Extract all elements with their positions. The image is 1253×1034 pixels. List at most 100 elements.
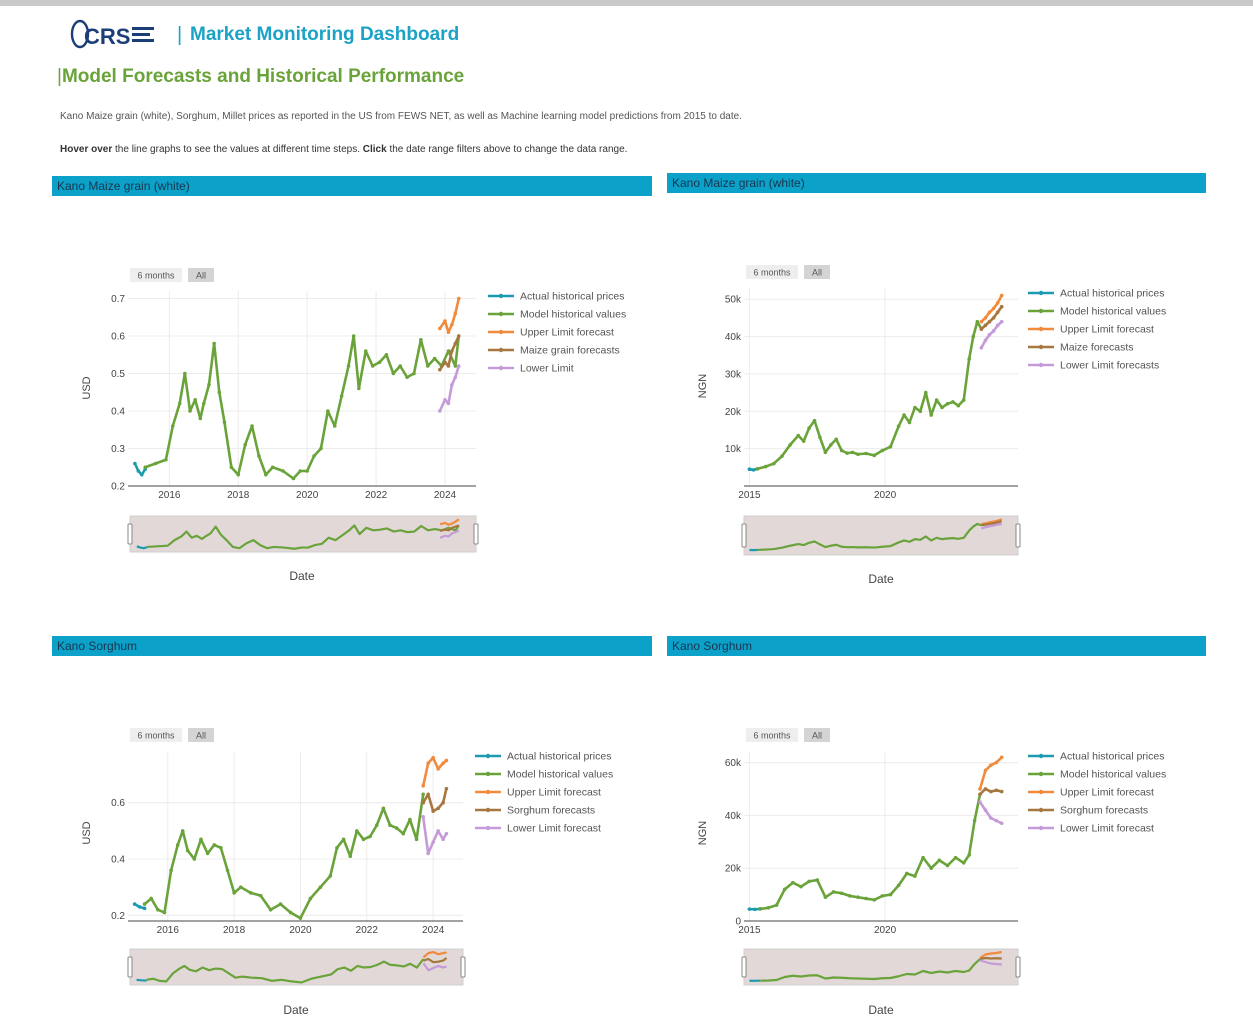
range-button-all[interactable]: [188, 728, 214, 742]
data-point: [268, 907, 273, 912]
data-point: [978, 787, 982, 791]
description: Kano Maize grain (white), Sorghum, Mille…: [60, 111, 742, 122]
data-point: [774, 903, 779, 907]
legend-swatch-marker: [498, 347, 504, 353]
section-title-text: Model Forecasts and Historical Performan…: [61, 66, 465, 87]
data-point: [751, 468, 756, 472]
data-point: [995, 310, 1000, 315]
data-point: [238, 885, 243, 889]
x-tick-label: 2016: [157, 925, 180, 936]
range-handle-left[interactable]: [741, 523, 747, 548]
range-button-6-months[interactable]: [130, 728, 182, 742]
data-point: [945, 402, 950, 406]
data-point: [999, 755, 1004, 760]
range-handle-left[interactable]: [127, 523, 133, 545]
crs-logo-icon: CRS: [70, 19, 154, 49]
data-point: [419, 337, 423, 342]
range-slider-series: [979, 959, 1002, 966]
data-point: [782, 887, 787, 892]
data-point: [412, 371, 416, 376]
legend-swatch-marker: [485, 825, 491, 831]
range-slider-series: [981, 522, 1002, 530]
legend-label: Maize forecasts: [1060, 342, 1134, 354]
data-point: [923, 390, 928, 395]
data-point: [212, 341, 216, 346]
range-slider[interactable]: [743, 515, 1019, 556]
data-point: [199, 837, 203, 842]
dashboard-title: Market Monitoring Dashboard: [190, 24, 460, 45]
data-point: [772, 461, 776, 466]
instr-end: the date range filters above to change t…: [386, 144, 628, 155]
data-point: [205, 851, 210, 856]
range-slider-series: [757, 522, 982, 552]
series-line-2: [978, 756, 1003, 790]
range-button-all-label: All: [812, 731, 822, 741]
range-handle-right[interactable]: [473, 523, 479, 545]
data-point: [999, 293, 1004, 298]
range-handle-right[interactable]: [1015, 956, 1021, 978]
data-point: [450, 349, 454, 353]
data-point: [444, 786, 449, 791]
x-axis-label: Date: [283, 1003, 309, 1017]
x-tick-label: 2015: [738, 490, 761, 501]
range-button-6-months[interactable]: [746, 728, 798, 742]
data-point: [758, 907, 763, 911]
x-tick-label: 2024: [434, 490, 457, 501]
data-point: [971, 334, 976, 339]
data-point: [318, 885, 323, 889]
data-point: [799, 884, 803, 889]
range-button-6-months[interactable]: [746, 265, 798, 279]
section-title: |Model Forecasts and Historical Performa…: [57, 66, 464, 88]
y-tick-label: 50k: [725, 295, 742, 306]
data-point: [450, 322, 454, 327]
range-handle-right[interactable]: [460, 956, 466, 978]
data-point: [180, 829, 185, 833]
data-point: [987, 319, 992, 324]
data-point: [979, 345, 984, 350]
crs-logo: CRS: [68, 14, 158, 54]
range-slider-series: [146, 958, 425, 984]
range-slider[interactable]: [743, 948, 1019, 986]
range-button-all[interactable]: [188, 268, 214, 282]
range-button-all[interactable]: [804, 728, 830, 742]
data-point: [438, 409, 442, 413]
data-point: [436, 829, 440, 833]
data-point: [967, 357, 971, 361]
data-point: [904, 871, 909, 876]
data-point: [207, 382, 211, 387]
x-tick-label: 2022: [356, 925, 379, 936]
range-handle-left[interactable]: [127, 956, 133, 978]
range-button-6-months[interactable]: [130, 268, 182, 282]
series-line-4: [978, 801, 1003, 825]
range-button-all[interactable]: [804, 265, 830, 279]
legend-label: Model historical values: [507, 769, 613, 781]
data-point: [991, 316, 996, 320]
data-point: [142, 906, 147, 911]
data-point: [222, 420, 227, 425]
data-point: [888, 444, 893, 449]
data-point: [937, 858, 942, 863]
range-handle-right[interactable]: [1015, 523, 1021, 548]
data-point: [142, 902, 147, 906]
data-point: [929, 866, 933, 870]
data-point: [341, 837, 346, 842]
data-point: [426, 792, 430, 797]
data-point: [989, 763, 993, 768]
range-slider[interactable]: [129, 948, 464, 986]
data-point: [453, 341, 458, 346]
data-point: [288, 910, 293, 915]
data-point: [225, 868, 230, 873]
range-handle-left[interactable]: [741, 956, 747, 978]
data-point: [815, 878, 820, 882]
data-point: [381, 806, 386, 811]
instr-mid: the line graphs to see the values at dif…: [112, 144, 363, 155]
series-line-1: [143, 794, 425, 920]
data-point: [441, 837, 445, 842]
data-point: [983, 808, 988, 812]
data-point: [431, 809, 435, 813]
data-point: [169, 868, 173, 873]
data-point: [850, 450, 855, 455]
data-point: [291, 476, 296, 481]
data-point: [929, 413, 933, 417]
